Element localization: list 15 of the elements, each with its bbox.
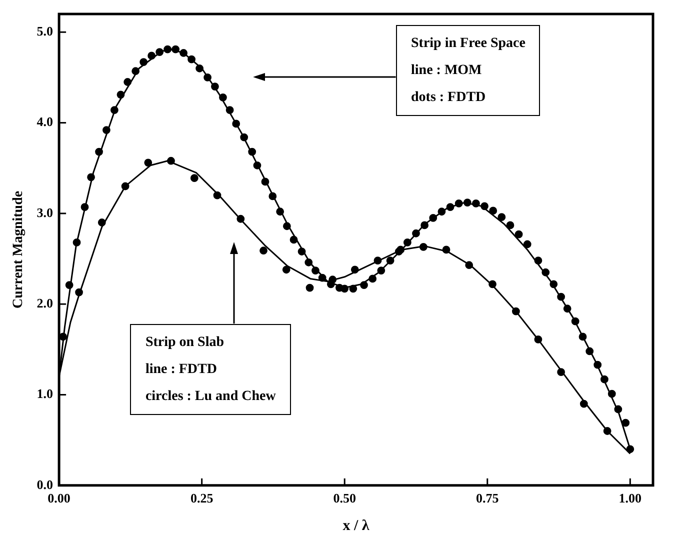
x-tick-label: 0.75 (476, 490, 500, 506)
x-axis-title: x / λ (342, 518, 370, 534)
x-tick-label: 1.00 (618, 490, 642, 506)
y-tick-label: 3.0 (36, 204, 54, 220)
y-axis-title: Current Magnitude (11, 190, 26, 308)
y-tick-label: 0.0 (36, 476, 54, 492)
x-tick-label: 0.50 (333, 490, 356, 506)
y-tick-label: 5.0 (36, 23, 54, 38)
x-tick-label: 0.00 (48, 490, 70, 506)
annotation: Strip on Slab line : FDTD circles : Lu and Chew (130, 324, 291, 416)
y-tick-label: 1.0 (36, 386, 54, 402)
y-tick-label: 2.0 (36, 295, 54, 310)
x-tick-label: 0.25 (190, 490, 214, 506)
y-tick-label: 4.0 (36, 114, 54, 130)
annotation: Strip in Free Space line : MOM dots : FDTD (396, 24, 540, 116)
